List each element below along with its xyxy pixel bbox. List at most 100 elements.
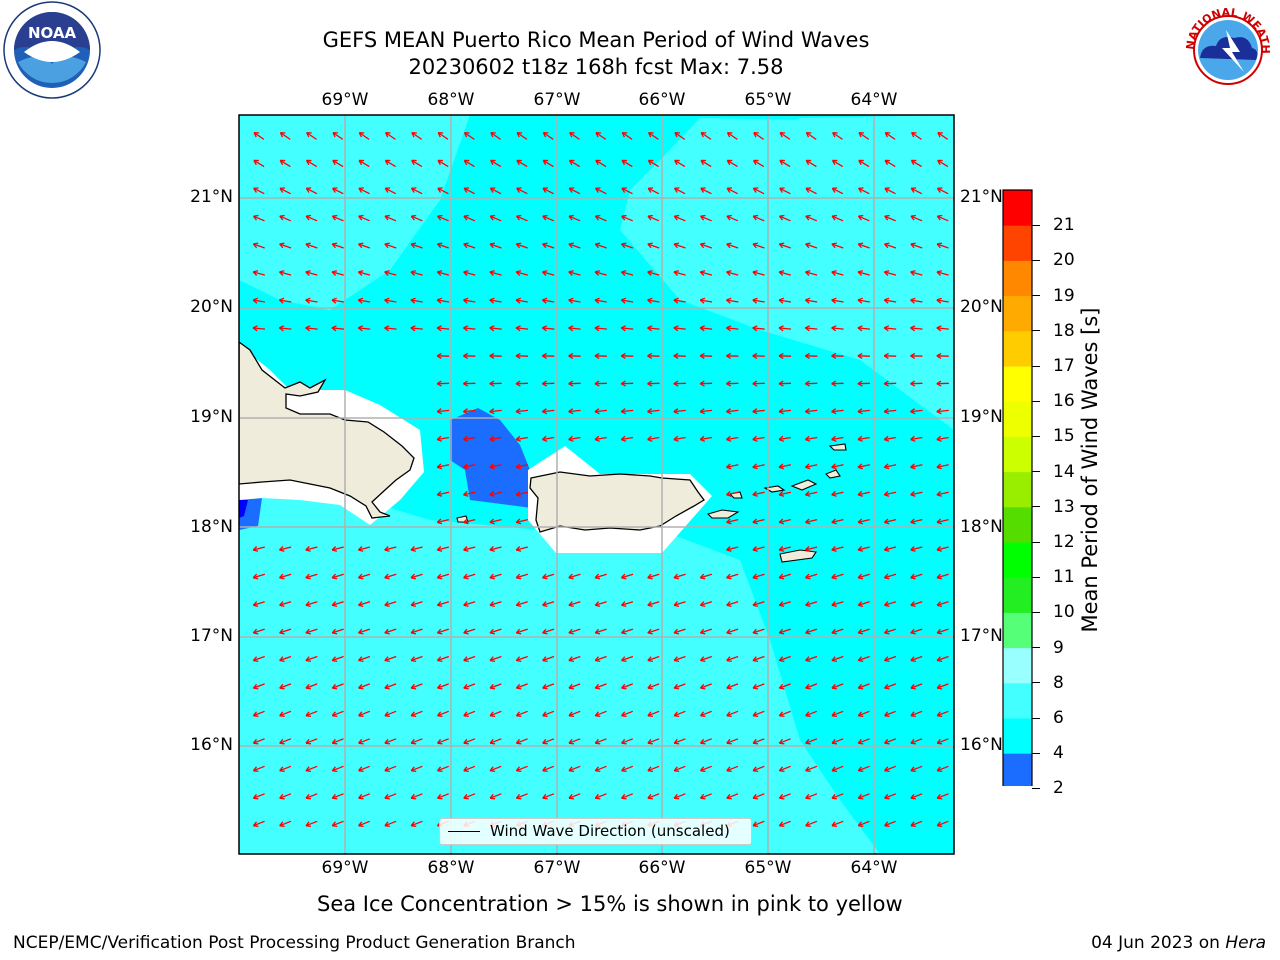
wave-arrow-head: [910, 297, 916, 301]
wave-arrow: [279, 601, 292, 606]
wave-arrow-head: [936, 435, 942, 440]
wave-arrow-head: [358, 659, 364, 663]
wave-arrow-head: [831, 271, 836, 276]
wave-arrow: [884, 793, 897, 799]
wave-arrow-head: [595, 715, 601, 718]
wave-arrow-head: [516, 659, 522, 663]
lat-label-right-21n: 21°N: [960, 187, 1003, 207]
wave-arrow-head: [647, 797, 653, 800]
wave-arrow-head: [436, 438, 443, 442]
wave-arrow-head: [436, 466, 443, 470]
wave-arrow: [384, 710, 397, 717]
wave-arrow-head: [489, 546, 494, 551]
wave-arrow-head: [831, 683, 836, 689]
wave-arrow-head: [489, 411, 495, 415]
wave-arrow-head: [726, 297, 732, 301]
wave-arrow-head: [331, 821, 336, 827]
wave-arrow-head: [910, 490, 915, 496]
wave-arrow-head: [595, 214, 601, 217]
wave-arrow-head: [463, 297, 469, 301]
wave-arrow-head: [436, 573, 442, 579]
wave-arrow-head: [569, 214, 575, 217]
wave-arrow-head: [883, 383, 889, 387]
wave-arrow-head: [437, 797, 443, 800]
wave-arrow: [647, 409, 660, 413]
wave-arrow-head: [936, 327, 942, 332]
wave-arrow: [410, 820, 423, 827]
wave-arrow-head: [726, 521, 732, 525]
wave-arrow: [280, 132, 291, 140]
wave-arrow-head: [305, 325, 311, 329]
wave-arrow-head: [831, 577, 837, 580]
wave-arrow-head: [910, 738, 915, 744]
wave-arrow: [332, 710, 344, 717]
wave-arrow-head: [305, 659, 312, 663]
wave-arrow: [489, 546, 502, 551]
wave-arrow-head: [831, 601, 836, 606]
wave-arrow: [936, 409, 949, 413]
wave-arrow: [594, 655, 607, 662]
wave-arrow-head: [410, 821, 415, 827]
wave-arrow-head: [621, 797, 627, 800]
wave-arrow: [358, 546, 371, 551]
wave-arrow: [753, 159, 765, 168]
wave-arrow-head: [778, 766, 784, 772]
wave-arrow-head: [279, 742, 285, 745]
wave-arrow: [595, 793, 607, 799]
wave-arrow: [384, 327, 397, 330]
wave-arrow: [542, 573, 555, 579]
wave-arrow-head: [831, 549, 837, 552]
wave-arrow-head: [332, 659, 338, 663]
wave-arrow-head: [410, 577, 417, 580]
wave-arrow-head: [436, 299, 442, 304]
wave-arrow: [463, 409, 476, 413]
wave-arrow: [936, 601, 949, 606]
wave-arrow-head: [858, 242, 864, 245]
wave-arrow-head: [883, 411, 890, 415]
wave-arrow-head: [752, 738, 757, 744]
wave-arrow-head: [699, 271, 705, 276]
wave-arrow-head: [410, 659, 417, 663]
wave-arrow-head: [778, 683, 784, 689]
wave-arrow-head: [594, 738, 599, 744]
wave-arrow-head: [252, 711, 258, 717]
wave-arrow-head: [936, 297, 942, 301]
map-panel: [239, 115, 954, 854]
wave-arrow-head: [489, 435, 495, 440]
wave-arrow: [279, 159, 291, 168]
wave-arrow-head: [726, 656, 731, 661]
wave-arrow-head: [515, 518, 521, 523]
wave-arrow-head: [541, 355, 547, 359]
wave-arrow: [568, 738, 581, 744]
wave-arrow-head: [752, 521, 758, 525]
wave-arrow-head: [752, 821, 757, 827]
wave-arrow: [332, 215, 344, 222]
wave-arrow-head: [884, 577, 890, 580]
wave-arrow: [753, 132, 764, 140]
wave-arrow-head: [436, 738, 442, 744]
wave-arrow-head: [857, 438, 863, 442]
wave-arrow: [726, 628, 739, 634]
wave-arrow-head: [674, 687, 680, 690]
wave-arrow: [437, 159, 449, 168]
wave-arrow: [831, 215, 844, 222]
wave-arrow: [594, 327, 607, 330]
wave-arrow-head: [647, 793, 652, 799]
wave-arrow: [700, 765, 712, 772]
wave-arrow-head: [279, 132, 284, 138]
wave-arrow: [437, 132, 449, 140]
wave-arrow: [779, 601, 791, 606]
wave-arrow: [911, 132, 922, 140]
wave-arrow-head: [911, 132, 915, 138]
wave-arrow: [305, 601, 318, 606]
island-anegada: [828, 443, 847, 451]
wave-arrow: [884, 159, 896, 168]
island-virgin-gorda: [825, 469, 841, 479]
wave-arrow-head: [515, 243, 521, 249]
wave-arrow-head: [253, 687, 259, 690]
wave-arrow-head: [515, 546, 521, 551]
wave-arrow-head: [332, 160, 336, 166]
wave-arrow-head: [805, 297, 811, 301]
wave-arrow-head: [726, 518, 731, 523]
wave-arrow-head: [410, 546, 415, 551]
